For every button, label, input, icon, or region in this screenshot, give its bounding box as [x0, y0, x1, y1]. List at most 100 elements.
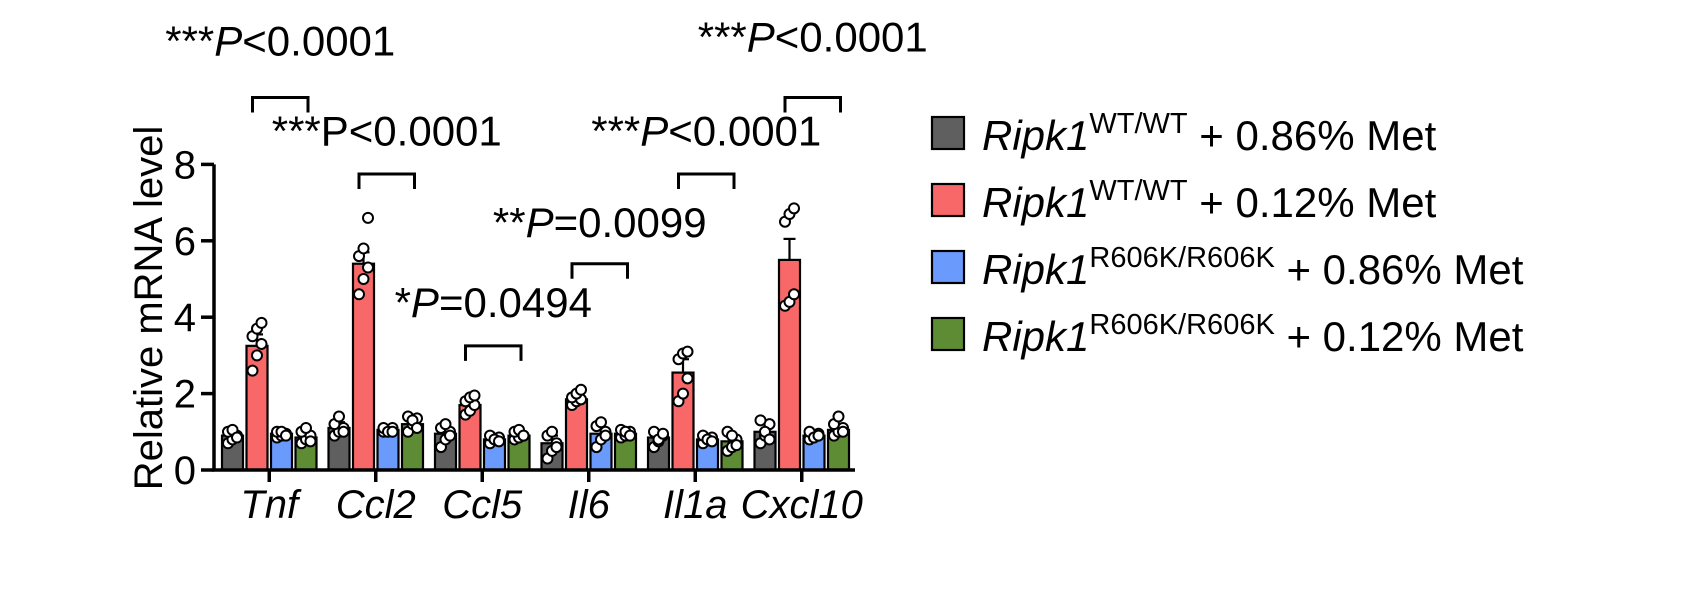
point-Ccl2-s1-0	[353, 288, 365, 301]
point-Ccl5-s0-5	[444, 429, 456, 442]
significance-label-Tnf: ***P<0.0001	[165, 18, 395, 65]
point-Il6-s2-5	[599, 429, 612, 442]
sig-letter-0: P	[214, 18, 242, 65]
x-axis: Tnf Ccl2 Ccl5 Il6 Il1a Cxcl10	[212, 468, 863, 527]
sig-value-1: <0.0001	[349, 107, 502, 154]
point-Il1a-s3-5	[730, 439, 743, 452]
legend-gene-0: Ripk1	[982, 112, 1089, 159]
point-Cxcl10-s0-5	[763, 433, 776, 446]
y-tick-label-4: 8	[174, 143, 196, 187]
legend-diet-0: + 0.86% Met	[1188, 112, 1437, 159]
sig-value-2: =0.0494	[439, 279, 592, 326]
point-Il1a-s3-4	[726, 429, 738, 442]
point-Il6-s2-4	[595, 416, 607, 429]
significance-bracket-Ccl5	[464, 344, 523, 361]
legend-gene-1: Ripk1	[982, 179, 1089, 226]
legend-swatch-2	[930, 249, 966, 285]
point-Tnf-s1-1	[251, 349, 263, 362]
legend-diet-2: + 0.86% Met	[1275, 246, 1524, 293]
x-tick-label-Il6: Il6	[568, 483, 611, 527]
point-Il1a-s0-5	[657, 427, 669, 440]
point-Tnf-s3-4	[300, 421, 312, 434]
point-Cxcl10-s3-5	[837, 425, 849, 438]
point-Il6-s0-4	[546, 425, 558, 438]
point-Il1a-s1-2	[681, 372, 694, 385]
point-Tnf-s1-5	[255, 316, 268, 329]
y-tick-label-0: 0	[174, 449, 196, 493]
point-Ccl2-s0-4	[333, 410, 345, 423]
significance-label-Cxcl10: ***P<0.0001	[698, 14, 928, 61]
legend-swatch-3	[930, 316, 966, 352]
point-Ccl2-s2-5	[386, 425, 399, 438]
legend-label-0: Ripk1WT/WT + 0.86% Met	[982, 108, 1437, 159]
point-Il6-s1-5	[575, 383, 587, 396]
legend-label-2: Ripk1R606K/R606K + 0.86% Met	[982, 242, 1524, 293]
point-Ccl2-s3-5	[411, 421, 423, 434]
x-tick-label-Ccl2: Ccl2	[336, 483, 416, 527]
sig-stars-0: ***	[165, 18, 214, 65]
point-Tnf-s2-5	[280, 429, 292, 442]
legend-genotype-1: WT/WT	[1089, 175, 1188, 207]
x-tick-label-Tnf: Tnf	[240, 483, 302, 527]
sig-stars-4: ***	[591, 107, 640, 154]
point-Il1a-s2-5	[706, 435, 718, 448]
x-tick-label-Cxcl10: Cxcl10	[741, 483, 863, 527]
significance-label-Ccl5: *P=0.0494	[395, 279, 592, 326]
sig-stars-2: *	[395, 279, 411, 326]
legend-diet-3: + 0.12% Met	[1275, 313, 1524, 360]
legend-label-1: Ripk1WT/WT + 0.12% Met	[982, 175, 1437, 226]
y-tick-label-2: 4	[174, 296, 196, 340]
legend-gene-3: Ripk1	[982, 313, 1089, 360]
point-Il1a-s1-1	[677, 387, 689, 400]
sig-stars-5: ***	[698, 14, 747, 61]
legend-genotype-0: WT/WT	[1089, 108, 1188, 140]
point-Cxcl10-s1-2	[788, 288, 800, 301]
point-Ccl2-s1-5	[362, 211, 374, 224]
point-Tnf-s1-0	[246, 364, 259, 377]
bar-Tnf-s1	[245, 344, 269, 472]
significance-bracket-Il1a	[677, 172, 736, 189]
legend-swatch-0	[930, 115, 966, 151]
significance-bracket-Cxcl10	[783, 96, 842, 113]
point-Cxcl10-s2-5	[812, 429, 825, 442]
legend-genotype-3: R606K/R606K	[1089, 309, 1275, 341]
point-Il1a-s1-5	[681, 345, 694, 358]
sig-value-4: <0.0001	[668, 107, 821, 154]
sig-letter-4: P	[640, 107, 668, 154]
point-Ccl2-s1-1	[357, 273, 370, 285]
point-Tnf-s0-5	[231, 431, 243, 444]
point-Ccl5-s2-5	[493, 435, 505, 448]
point-Cxcl10-s1-5	[788, 202, 800, 215]
point-Cxcl10-s3-4	[832, 410, 845, 423]
y-axis: 0 2 4 6 8	[174, 143, 216, 493]
legend-diet-1: + 0.12% Met	[1188, 179, 1437, 226]
point-Cxcl10-s0-3	[754, 414, 767, 427]
sig-stars-1: ***	[272, 107, 321, 154]
y-axis-title: Relative mRNA level	[127, 126, 171, 491]
point-Tnf-s3-5	[304, 435, 317, 448]
y-tick-label-3: 6	[174, 220, 196, 264]
x-tick-label-Ccl5: Ccl5	[442, 483, 523, 527]
significance-label-Ccl2: ***P<0.0001	[272, 107, 502, 154]
x-tick-label-Il1a: Il1a	[663, 483, 728, 527]
y-tick-label-1: 2	[174, 373, 196, 417]
sig-stars-3: **	[493, 199, 526, 246]
point-Ccl2-s1-2	[362, 261, 374, 274]
legend-swatch-1	[930, 182, 966, 218]
point-Il6-s0-5	[550, 441, 563, 454]
point-Ccl5-s3-5	[517, 429, 530, 442]
point-Il6-s3-5	[624, 429, 636, 442]
point-Ccl5-s0-4	[439, 418, 452, 431]
legend-gene-2: Ripk1	[982, 246, 1089, 293]
bars	[220, 202, 851, 472]
sig-value-3: =0.0099	[554, 199, 707, 246]
sig-value-0: <0.0001	[242, 18, 395, 65]
sig-value-5: <0.0001	[775, 14, 928, 61]
significance-bracket-Il6	[570, 262, 629, 279]
sig-letter-2: P	[411, 279, 439, 326]
sig-letter-3: P	[526, 199, 554, 246]
legend-label-3: Ripk1R606K/R606K + 0.12% Met	[982, 309, 1524, 360]
point-Tnf-s1-2	[255, 337, 268, 350]
